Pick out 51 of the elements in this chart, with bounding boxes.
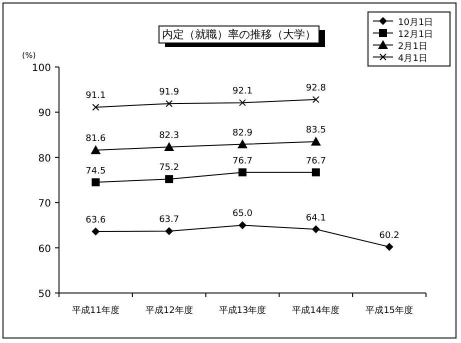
point <box>312 96 320 104</box>
point <box>310 136 321 146</box>
point <box>238 168 246 176</box>
x-tick-label: 平成11年度 <box>72 305 120 316</box>
chart-title: 内定（就職）率の推移（大学） <box>162 28 316 41</box>
y-tick-label: 100 <box>32 63 51 74</box>
y-tick-label: 50 <box>38 289 51 300</box>
point <box>164 142 174 152</box>
x-tick-label: 平成13年度 <box>218 305 266 316</box>
point <box>92 104 100 111</box>
legend-label: 4月1日 <box>398 54 428 64</box>
data-label: 60.2 <box>379 230 400 241</box>
data-label: 64.1 <box>306 213 326 224</box>
y-axis-title: (%) <box>22 51 36 60</box>
x-tick-label: 平成14年度 <box>292 305 340 316</box>
data-label: 91.1 <box>86 91 106 102</box>
point <box>92 228 100 236</box>
y-tick-label: 60 <box>38 244 51 255</box>
y-tick-label: 90 <box>38 108 51 120</box>
point <box>92 178 100 186</box>
data-label: 75.2 <box>159 163 180 174</box>
point <box>238 139 248 148</box>
y-tick-label: 80 <box>38 153 51 164</box>
data-label: 83.5 <box>306 126 326 136</box>
data-label: 82.3 <box>159 131 180 142</box>
x-tick-label: 平成15年度 <box>366 305 414 316</box>
data-label: 76.7 <box>306 156 326 166</box>
point <box>238 221 246 230</box>
point <box>166 100 173 108</box>
point <box>90 145 101 154</box>
point <box>239 99 246 106</box>
point <box>165 227 174 236</box>
legend-label: 12月1日 <box>398 30 434 40</box>
point <box>312 168 320 176</box>
y-tick-label: 70 <box>38 198 51 210</box>
data-label: 92.8 <box>306 84 326 94</box>
data-label: 63.7 <box>159 215 180 226</box>
data-label: 82.9 <box>232 128 253 138</box>
x-tick-label: 平成12年度 <box>145 305 193 316</box>
legend-label: 10月1日 <box>398 18 434 28</box>
data-label: 91.9 <box>159 88 180 98</box>
point <box>165 175 174 184</box>
data-label: 92.1 <box>232 86 253 97</box>
data-label: 63.6 <box>86 216 106 226</box>
data-label: 74.5 <box>86 166 106 176</box>
legend-label: 2月1日 <box>398 42 428 52</box>
point <box>385 242 394 251</box>
data-label: 65.0 <box>232 209 253 220</box>
data-label: 76.7 <box>232 156 253 166</box>
data-label: 81.6 <box>86 134 106 144</box>
point <box>312 225 320 234</box>
